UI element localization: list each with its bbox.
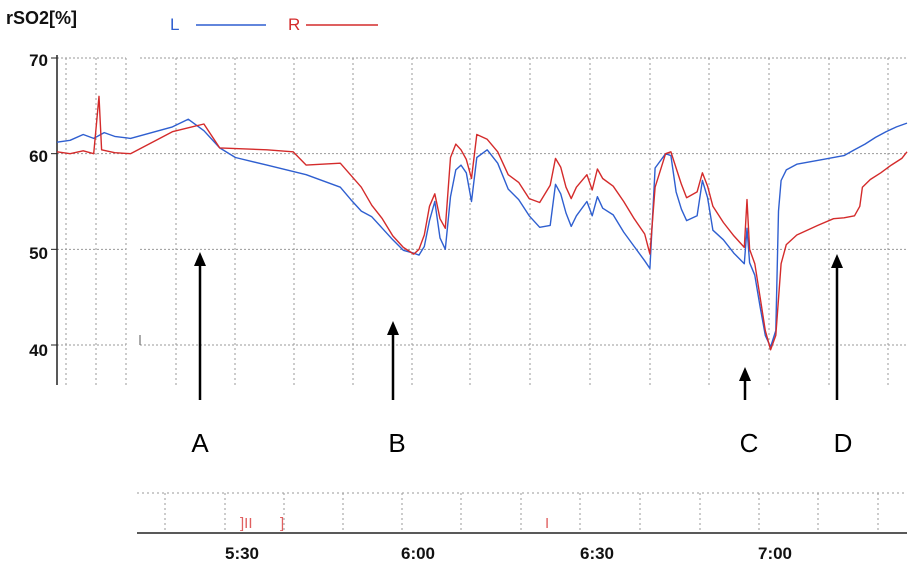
legend-label-r: R xyxy=(288,15,300,34)
event-strip xyxy=(137,492,907,534)
x-tick-label-700: 7:00 xyxy=(758,544,792,563)
x-tick-labels: 5:30 6:00 6:30 7:00 xyxy=(225,544,792,563)
series-line-r xyxy=(56,95,908,351)
y-tick-label-50: 50 xyxy=(29,244,48,263)
x-tick-label-630: 6:30 xyxy=(580,544,614,563)
marker-labels: A B C D xyxy=(191,428,852,458)
arrow-b-head xyxy=(387,321,399,335)
series-lines xyxy=(56,95,908,351)
marker-label-b: B xyxy=(388,428,405,458)
event-marker-3: I xyxy=(545,515,549,532)
marker-label-a: A xyxy=(191,428,209,458)
y-tick-label-40: 40 xyxy=(29,341,48,360)
arrow-c-head xyxy=(739,367,751,381)
marker-label-c: C xyxy=(740,428,759,458)
event-marker-2: ] xyxy=(280,515,284,532)
legend-label-l: L xyxy=(170,15,179,34)
y-tick-label-70: 70 xyxy=(29,51,48,70)
x-tick-label-530: 5:30 xyxy=(225,544,259,563)
arrow-d-head xyxy=(831,254,843,268)
legend: L R xyxy=(170,15,378,34)
annotation-arrows xyxy=(194,252,843,400)
event-markers: ]II ] I xyxy=(240,515,549,532)
x-tick-label-600: 6:00 xyxy=(401,544,435,563)
event-marker-1: ]II xyxy=(240,515,253,532)
grid xyxy=(51,55,907,385)
arrow-a-head xyxy=(194,252,206,266)
y-tick-labels: 70 60 50 40 xyxy=(29,51,48,360)
series-line-l xyxy=(56,118,908,348)
y-tick-label-60: 60 xyxy=(29,147,48,166)
marker-label-d: D xyxy=(834,428,853,458)
y-axis-title: rSO2[%] xyxy=(6,8,77,28)
